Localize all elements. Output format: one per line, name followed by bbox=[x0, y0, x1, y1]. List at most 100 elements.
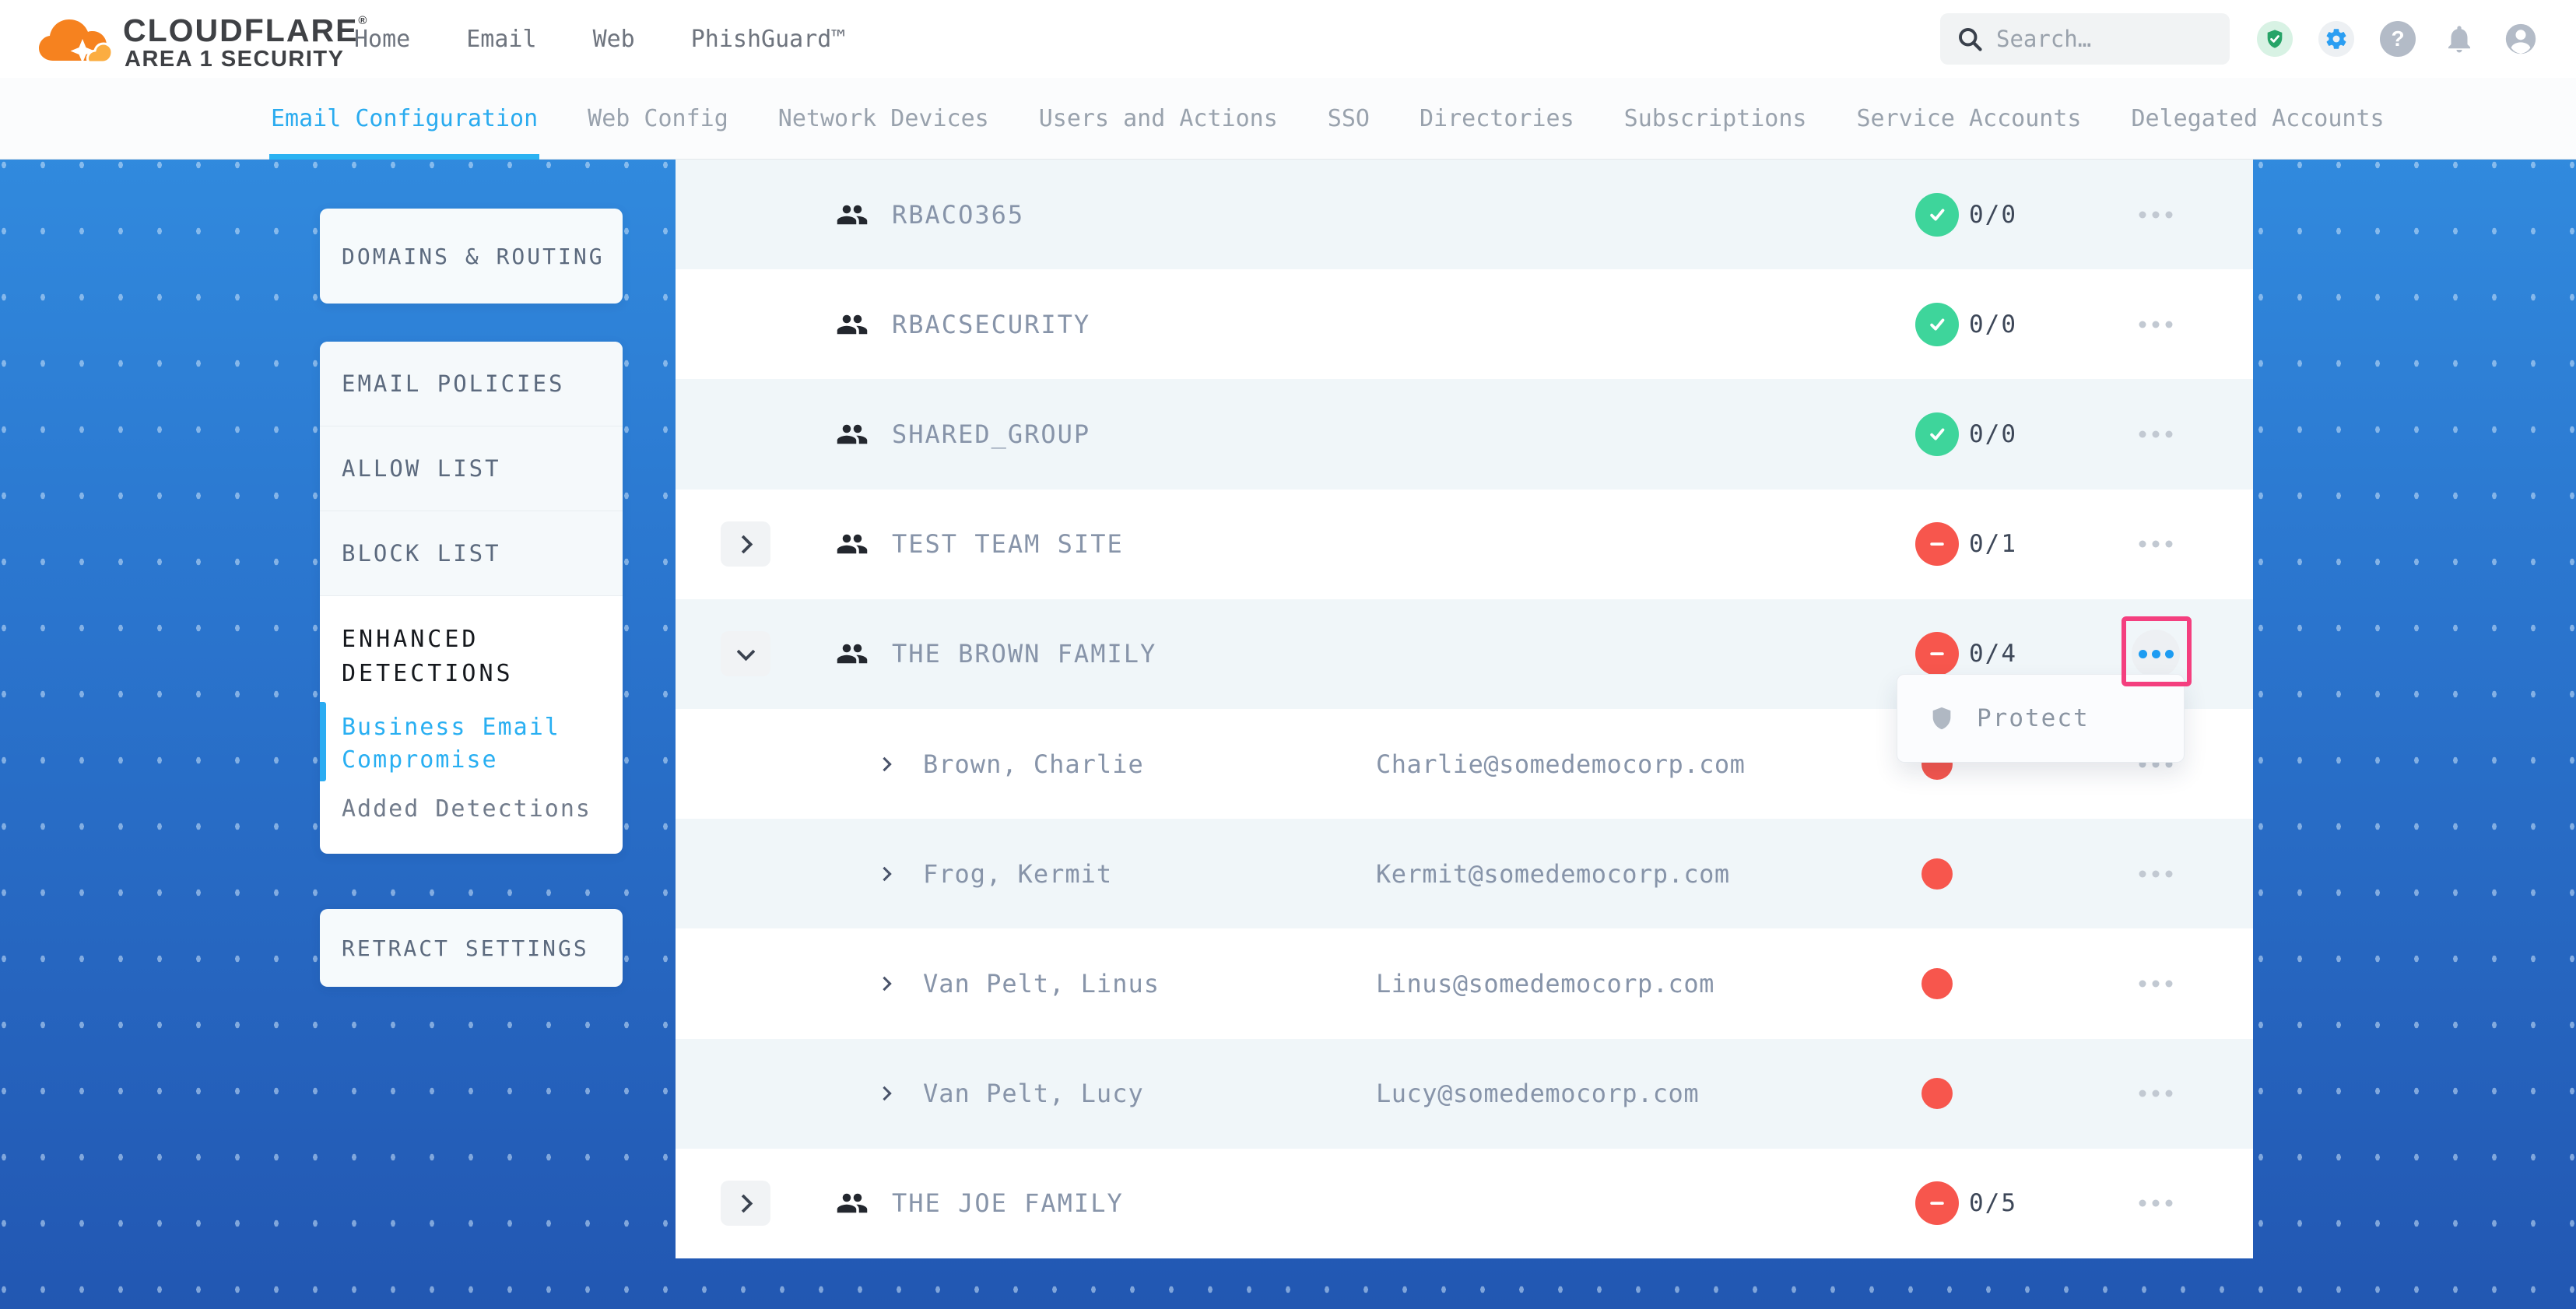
sidebar-item-label: BLOCK LIST bbox=[342, 540, 501, 567]
tab-service-accounts[interactable]: Service Accounts bbox=[1856, 78, 2081, 160]
tab-label: Delegated Accounts bbox=[2131, 104, 2385, 132]
sidebar-item-email-policies[interactable]: EMAIL POLICIES bbox=[320, 342, 623, 426]
row-menu-button[interactable] bbox=[2132, 972, 2181, 995]
chevron-right-icon[interactable] bbox=[877, 1086, 892, 1101]
status-ok-badge bbox=[1915, 412, 1959, 456]
tab-subscriptions[interactable]: Subscriptions bbox=[1624, 78, 1807, 160]
table-row-user: Van Pelt, Lucy Lucy@somedemocorp.com bbox=[676, 1038, 2253, 1149]
tab-sso[interactable]: SSO bbox=[1328, 78, 1370, 160]
sidebar-item-retract-settings[interactable]: RETRACT SETTINGS bbox=[342, 935, 589, 961]
cloudflare-logo-icon bbox=[34, 6, 118, 75]
group-icon bbox=[836, 418, 869, 451]
sidebar-section-enhanced-detections: ENHANCED DETECTIONS Business Email Compr… bbox=[320, 596, 623, 823]
nav-item-home[interactable]: Home bbox=[354, 25, 411, 53]
member-count: 0/1 bbox=[1969, 530, 2017, 559]
group-icon bbox=[836, 198, 869, 231]
status-ok-badge bbox=[1915, 302, 1959, 346]
sidebar-item-label: ALLOW LIST bbox=[342, 455, 501, 482]
search-box[interactable] bbox=[1940, 13, 2230, 65]
sidebar-item-label: EMAIL POLICIES bbox=[342, 370, 565, 397]
user-email: Kermit@somedemocorp.com bbox=[1376, 858, 1730, 889]
tab-label: SSO bbox=[1327, 104, 1370, 132]
expand-toggle-button[interactable] bbox=[721, 521, 770, 567]
alert-dot bbox=[1921, 967, 1953, 999]
row-menu-button-active[interactable] bbox=[2132, 630, 2180, 679]
group-icon bbox=[836, 1187, 869, 1220]
user-email: Lucy@somedemocorp.com bbox=[1376, 1079, 1700, 1109]
user-name: Frog, Kermit bbox=[923, 858, 1113, 889]
chevron-right-icon[interactable] bbox=[877, 756, 892, 771]
chevron-right-icon bbox=[734, 535, 753, 554]
group-name: RBACO365 bbox=[892, 199, 1025, 230]
group-icon bbox=[836, 637, 869, 670]
tab-directories[interactable]: Directories bbox=[1420, 78, 1574, 160]
sidebar-item-domains-routing[interactable]: DOMAINS & ROUTING bbox=[342, 243, 605, 269]
user-email: Linus@somedemocorp.com bbox=[1376, 968, 1714, 998]
sidebar-item-block-list[interactable]: BLOCK LIST bbox=[320, 511, 623, 596]
group-name: THE JOE FAMILY bbox=[892, 1188, 1124, 1219]
search-input[interactable] bbox=[1995, 25, 2216, 53]
member-count: 0/0 bbox=[1969, 419, 2017, 448]
user-name: Van Pelt, Lucy bbox=[923, 1079, 1144, 1109]
nav-item-web[interactable]: Web bbox=[592, 25, 635, 53]
chevron-right-icon[interactable] bbox=[877, 976, 892, 991]
member-count: 0/5 bbox=[1969, 1189, 2017, 1218]
row-menu-button[interactable] bbox=[2132, 313, 2181, 335]
user-avatar-icon[interactable] bbox=[2503, 21, 2539, 57]
sidebar-card-policies: EMAIL POLICIES ALLOW LIST BLOCK LIST ENH… bbox=[320, 342, 623, 854]
sidebar-item-enhanced-detections[interactable]: ENHANCED DETECTIONS bbox=[342, 626, 514, 687]
row-menu-button[interactable] bbox=[2132, 1083, 2181, 1105]
table-row-group: THE JOE FAMILY 0/5 bbox=[676, 1149, 2253, 1258]
chevron-down-icon bbox=[735, 642, 756, 662]
shield-check-icon[interactable] bbox=[2257, 21, 2293, 57]
row-menu-button[interactable] bbox=[2132, 862, 2181, 885]
help-icon[interactable]: ? bbox=[2380, 21, 2416, 57]
sidebar-item-business-email-compromise[interactable]: Business Email Compromise bbox=[342, 714, 560, 774]
top-header: CLOUDFLARE ® AREA 1 SECURITY Home Email … bbox=[0, 0, 2576, 79]
chevron-right-icon[interactable] bbox=[877, 866, 892, 881]
status-ok-badge bbox=[1915, 192, 1959, 237]
table-row-user: Frog, Kermit Kermit@somedemocorp.com bbox=[676, 819, 2253, 929]
table-row-group: RBACSECURITY 0/0 bbox=[676, 269, 2253, 379]
user-email: Charlie@somedemocorp.com bbox=[1376, 749, 1746, 779]
table-row-group: TEST TEAM SITE 0/1 bbox=[676, 490, 2253, 599]
table-row-user: Van Pelt, Linus Linus@somedemocorp.com bbox=[676, 928, 2253, 1038]
member-count: 0/4 bbox=[1969, 640, 2017, 669]
nav-item-email[interactable]: Email bbox=[466, 25, 537, 53]
chevron-right-icon bbox=[734, 1194, 753, 1213]
row-menu-button[interactable] bbox=[2132, 1192, 2181, 1215]
active-item-indicator-bar bbox=[320, 702, 326, 781]
sidebar-item-allow-list[interactable]: ALLOW LIST bbox=[320, 426, 623, 511]
sidebar-card-retract-settings[interactable]: RETRACT SETTINGS bbox=[320, 909, 623, 987]
tab-email-configuration[interactable]: Email Configuration bbox=[268, 78, 540, 160]
menu-item-protect[interactable]: Protect bbox=[1977, 704, 2090, 732]
alert-dot bbox=[1921, 858, 1953, 890]
tab-network-devices[interactable]: Network Devices bbox=[778, 78, 989, 160]
member-count: 0/0 bbox=[1969, 310, 2017, 339]
registered-mark: ® bbox=[358, 14, 367, 27]
row-menu-button[interactable] bbox=[2132, 533, 2181, 556]
nav-item-phishguard[interactable]: PhishGuard™ bbox=[690, 25, 846, 53]
tab-delegated-accounts[interactable]: Delegated Accounts bbox=[2131, 78, 2384, 160]
alert-dot bbox=[1921, 1078, 1953, 1110]
tab-label: Email Configuration bbox=[271, 104, 539, 132]
tab-label: Users and Actions bbox=[1038, 104, 1278, 132]
row-menu-button[interactable] bbox=[2132, 203, 2181, 226]
tab-label: Service Accounts bbox=[1856, 104, 2082, 132]
group-name: RBACSECURITY bbox=[892, 309, 1091, 339]
gear-icon[interactable] bbox=[2318, 21, 2354, 57]
sidebar-item-added-detections[interactable]: Added Detections bbox=[342, 795, 591, 823]
protect-shield-icon bbox=[1928, 704, 1955, 733]
tab-web-config[interactable]: Web Config bbox=[588, 78, 728, 160]
group-icon bbox=[836, 308, 869, 341]
primary-nav: Home Email Web PhishGuard™ bbox=[354, 0, 845, 78]
collapse-toggle-button[interactable] bbox=[721, 631, 770, 677]
tab-users-and-actions[interactable]: Users and Actions bbox=[1039, 78, 1278, 160]
row-menu-button[interactable] bbox=[2132, 423, 2181, 445]
tab-label: Subscriptions bbox=[1623, 104, 1807, 132]
table-row-group: RBACO365 0/0 bbox=[676, 160, 2253, 270]
bell-icon[interactable] bbox=[2441, 21, 2477, 57]
sidebar-card-domains-routing[interactable]: DOMAINS & ROUTING bbox=[320, 209, 623, 304]
group-name: TEST TEAM SITE bbox=[892, 529, 1124, 560]
expand-toggle-button[interactable] bbox=[721, 1181, 770, 1227]
